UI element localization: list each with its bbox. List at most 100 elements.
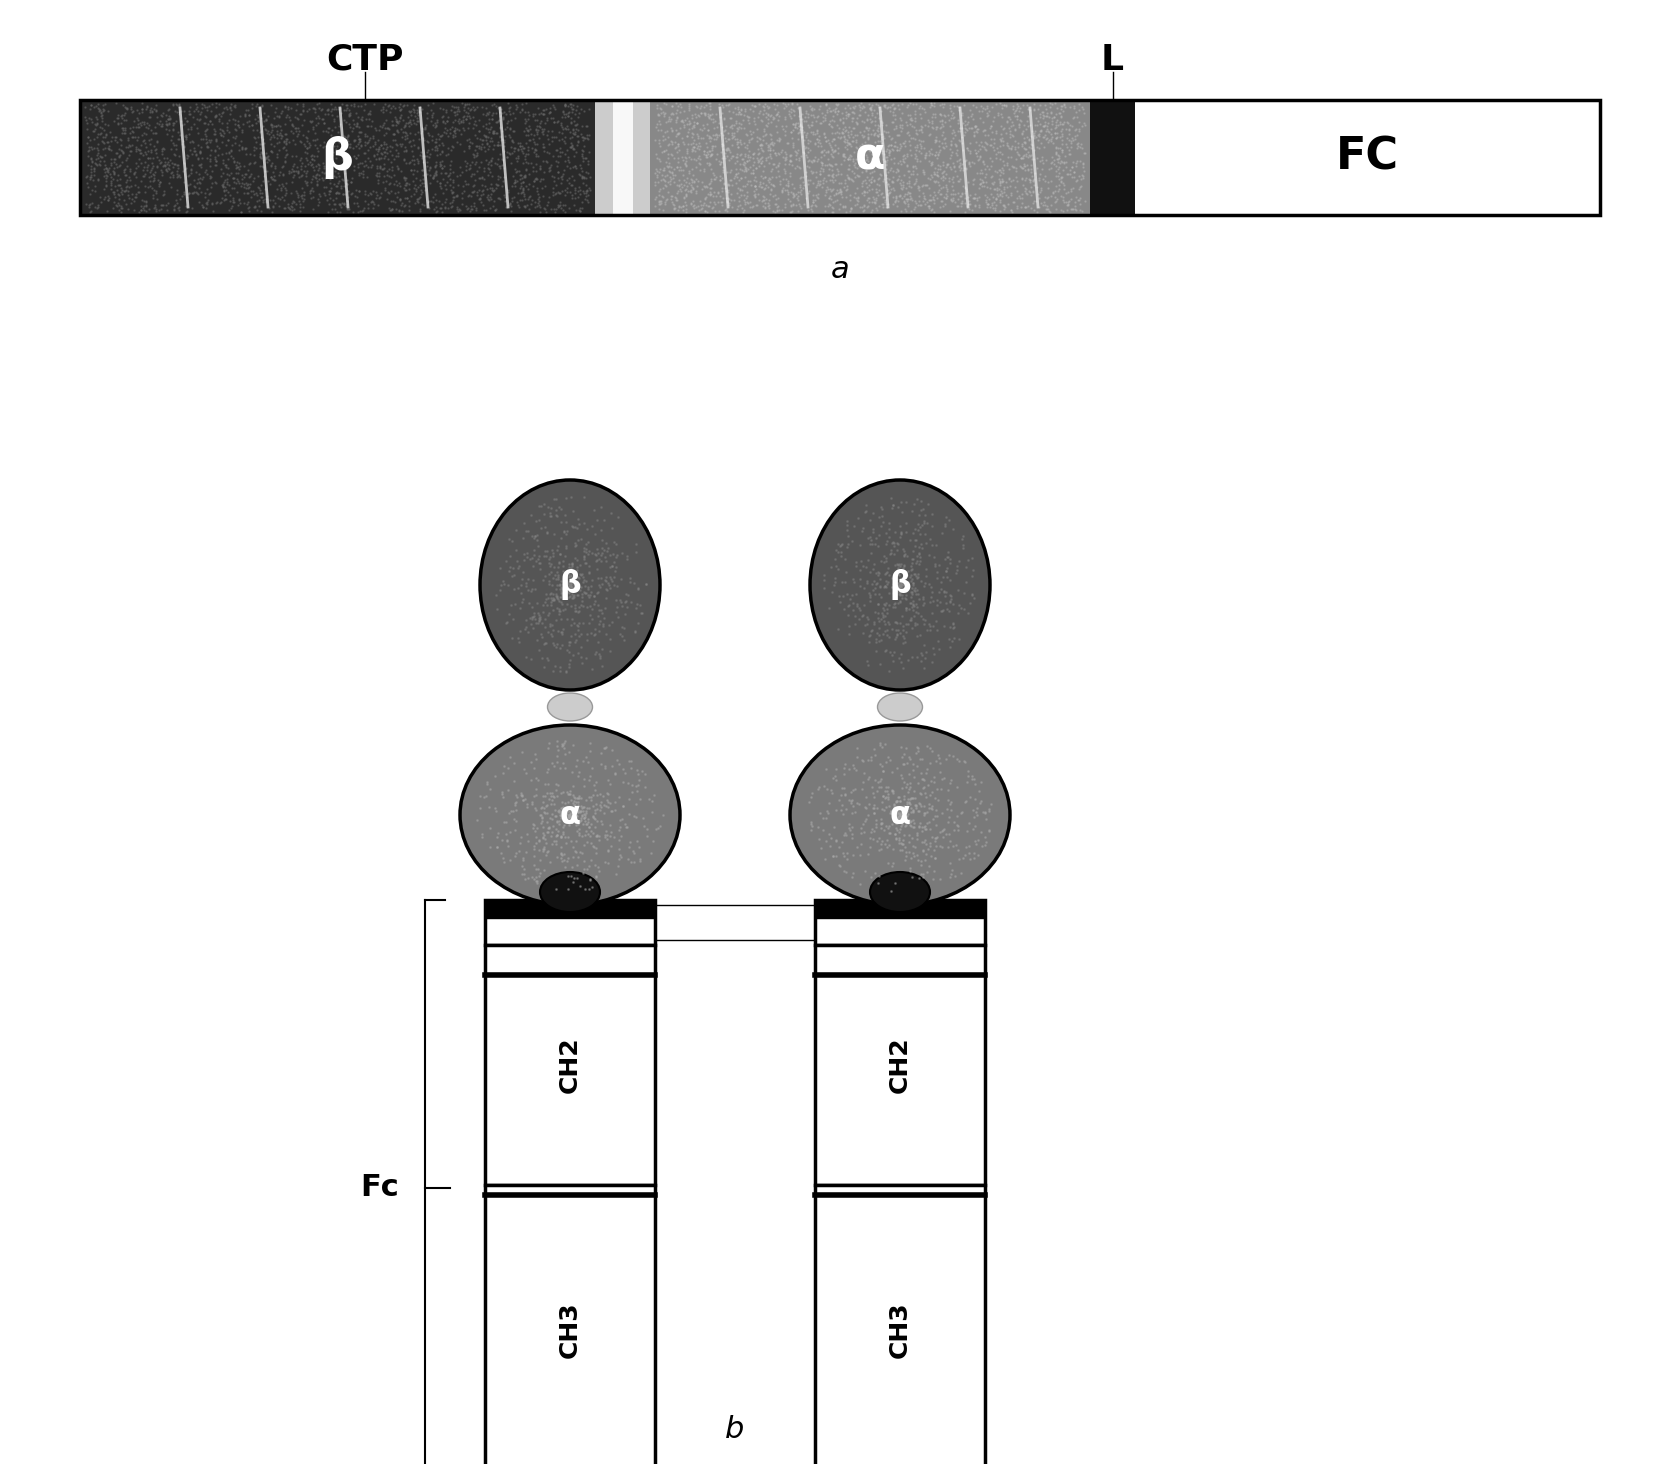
Point: [833, 536, 860, 559]
Point: [86, 193, 113, 217]
Point: [937, 174, 964, 198]
Point: [250, 187, 277, 211]
Point: [475, 158, 502, 182]
Point: [455, 184, 482, 208]
Point: [596, 792, 623, 815]
Point: [564, 508, 591, 531]
Point: [936, 550, 963, 574]
Point: [664, 155, 690, 179]
Point: [220, 94, 247, 117]
Point: [813, 129, 840, 152]
Point: [375, 146, 402, 170]
Point: [885, 575, 912, 599]
Point: [511, 195, 538, 218]
Point: [771, 149, 798, 173]
Point: [670, 164, 697, 187]
Point: [1016, 129, 1043, 152]
Point: [696, 104, 722, 127]
Point: [852, 130, 879, 154]
Point: [553, 801, 580, 824]
Point: [546, 543, 573, 567]
Point: [864, 189, 890, 212]
Point: [144, 130, 171, 154]
Point: [874, 173, 900, 196]
Point: [917, 189, 944, 212]
Point: [811, 143, 838, 167]
Point: [867, 163, 894, 186]
Point: [887, 590, 914, 613]
Point: [438, 193, 465, 217]
Point: [113, 122, 139, 145]
Point: [509, 591, 536, 615]
Point: [732, 142, 759, 165]
Point: [880, 493, 907, 517]
Point: [186, 107, 213, 130]
Point: [207, 122, 234, 145]
Point: [699, 142, 726, 165]
Point: [1037, 101, 1063, 124]
Point: [531, 631, 558, 654]
Point: [496, 179, 522, 202]
Point: [675, 145, 702, 168]
Point: [119, 133, 146, 157]
Point: [559, 733, 586, 757]
Point: [254, 160, 281, 183]
Point: [1040, 180, 1067, 203]
Point: [662, 102, 689, 126]
Point: [578, 608, 605, 631]
Point: [134, 139, 161, 163]
Point: [556, 584, 583, 608]
Point: [707, 105, 734, 129]
Point: [707, 149, 734, 173]
Point: [299, 184, 326, 208]
Point: [1033, 104, 1060, 127]
Point: [116, 122, 143, 145]
Point: [548, 799, 575, 823]
Point: [882, 827, 909, 851]
Point: [899, 548, 926, 571]
Point: [726, 100, 753, 123]
Point: [150, 101, 176, 124]
Point: [991, 116, 1018, 139]
Point: [900, 572, 927, 596]
Point: [272, 171, 299, 195]
Point: [323, 201, 349, 224]
Point: [529, 837, 556, 861]
Point: [1026, 119, 1053, 142]
Point: [867, 110, 894, 133]
Point: [575, 161, 601, 184]
Point: [564, 798, 591, 821]
Point: [307, 107, 334, 130]
Point: [346, 130, 373, 154]
Point: [252, 108, 279, 132]
Point: [465, 187, 492, 211]
Point: [902, 168, 929, 192]
Point: [581, 773, 608, 796]
Point: [450, 98, 477, 122]
Point: [566, 785, 593, 808]
Point: [937, 583, 964, 606]
Point: [260, 114, 287, 138]
Point: [553, 509, 580, 533]
Point: [166, 124, 193, 148]
Point: [884, 114, 911, 138]
Point: [721, 122, 748, 145]
Point: [922, 609, 949, 632]
Point: [605, 748, 632, 772]
Point: [937, 584, 964, 608]
Point: [835, 94, 862, 117]
Point: [561, 583, 588, 606]
Point: [858, 796, 885, 820]
Point: [339, 108, 366, 132]
Point: [968, 770, 995, 793]
Point: [857, 826, 884, 849]
Point: [1033, 198, 1060, 221]
Point: [223, 180, 250, 203]
Point: [803, 127, 830, 151]
Point: [801, 105, 828, 129]
Point: [968, 145, 995, 168]
Point: [388, 158, 415, 182]
Point: [334, 157, 361, 180]
Point: [326, 158, 353, 182]
Point: [349, 165, 376, 189]
